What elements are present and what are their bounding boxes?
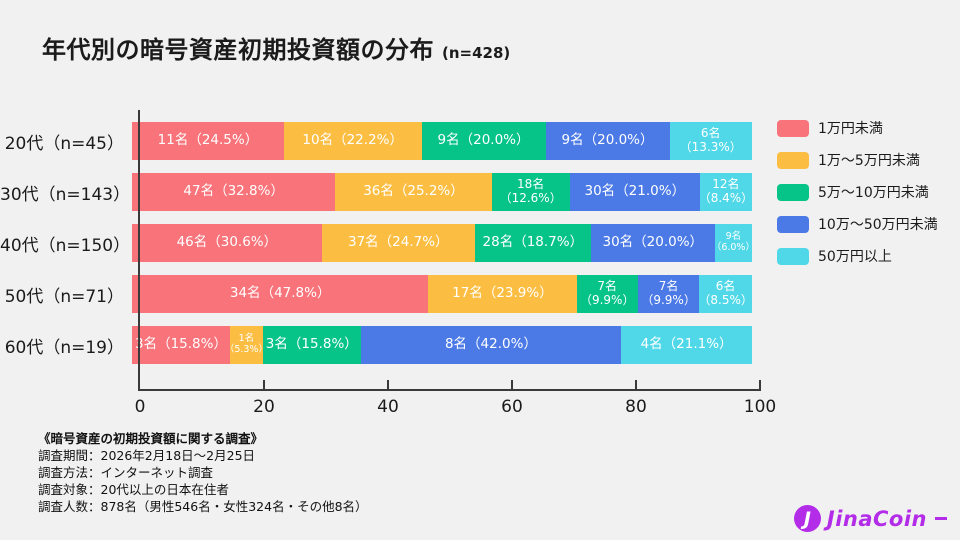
footnote-line: 調査方法：インターネット調査 — [38, 465, 214, 480]
axis-tick — [511, 380, 513, 389]
tick-label: 20 — [253, 397, 275, 417]
legend-label: 10万～50万円未満 — [818, 217, 938, 233]
bar-segment: 17名（23.9%） — [428, 275, 577, 313]
bar-row: 30代（n=143） 47名（32.8%） 36名（25.2%） 18名 （12.6%）… — [0, 173, 760, 211]
axis-tick — [387, 380, 389, 389]
legend-item: 50万円以上 — [777, 246, 938, 266]
bar-segment: 37名（24.7%） — [321, 224, 475, 262]
bar-row: 40代（n=150） 46名（30.6%） 37名（24.7%） 28名（18.7%）… — [0, 224, 760, 262]
bar-segment: 3名（15.8%） — [262, 326, 361, 364]
footnote-line: 《暗号資産の初期投資額に関する調査》 — [38, 431, 264, 446]
bar-segment: 30名（20.0%） — [590, 224, 715, 262]
legend-item: 1万円未満 — [777, 118, 938, 138]
legend-label: 5万～10万円未満 — [818, 185, 929, 201]
legend-swatch — [777, 119, 809, 137]
stacked-bar: 46名（30.6%） 37名（24.7%） 28名（18.7%） 30名（20.0%）… — [132, 224, 752, 262]
stacked-bar: 11名（24.5%） 10名（22.2%） 9名（20.0%） 9名（20.0%） 6名… — [132, 122, 752, 160]
bar-segment: 7名 （9.9%） — [576, 275, 638, 313]
legend-swatch — [777, 247, 809, 265]
tick-label: 80 — [625, 397, 647, 417]
bar-segment: 12名 （8.4%） — [699, 173, 752, 211]
legend-label: 1万～5万円未満 — [818, 153, 920, 169]
bar-segment: 18名 （12.6%） — [491, 173, 570, 211]
chart-title: 年代別の暗号資産初期投資額の分布 — [42, 36, 434, 64]
bar-segment: 47名（32.8%） — [132, 173, 336, 211]
row-label: 30代（n=143） — [0, 184, 131, 205]
bar-segment: 9名（20.0%） — [545, 122, 670, 160]
bar-segment: 1名（5.3%） — [229, 326, 263, 364]
row-label: 20代（n=45） — [4, 133, 124, 154]
legend-label: 50万円以上 — [818, 249, 892, 265]
logo-text: JinaCoin — [826, 506, 927, 531]
tick-label: 60 — [501, 397, 523, 417]
bar-segment: 30名（21.0%） — [569, 173, 700, 211]
bar-row: 20代（n=45） 11名（24.5%） 10名（22.2%） 9名（20.0%） 9名… — [0, 122, 760, 160]
logo-underline-tail — [935, 517, 947, 520]
bar-segment: 6名 （8.5%） — [699, 275, 752, 313]
stacked-bar: 47名（32.8%） 36名（25.2%） 18名 （12.6%） 30名（21.0%）… — [132, 173, 752, 211]
legend-item: 5万～10万円未満 — [777, 182, 938, 202]
bar-segment: 9名（6.0%） — [714, 224, 752, 262]
bar-segment: 11名（24.5%） — [132, 122, 284, 160]
axis-tick — [635, 380, 637, 389]
bar-segment: 34名（47.8%） — [132, 275, 429, 313]
stacked-bar: 34名（47.8%） 17名（23.9%） 7名 （9.9%） 7名 （9.9%） 6名 （8… — [132, 275, 752, 313]
coin-logo-icon: J — [793, 505, 821, 532]
legend-item: 1万～5万円未満 — [777, 150, 938, 170]
bar-segment: 36名（25.2%） — [335, 173, 492, 211]
legend: 1万円未満 1万～5万円未満 5万～10万円未満 10万～50万円未満 50万円以上 — [777, 118, 938, 278]
survey-footnote: 《暗号資産の初期投資額に関する調査》 調査期間：2026年2月18日～2月25日調… — [38, 430, 368, 515]
legend-label: 1万円未満 — [818, 121, 883, 137]
legend-swatch — [777, 151, 809, 169]
row-label: 40代（n=150） — [0, 235, 131, 256]
row-label: 60代（n=19） — [4, 337, 124, 358]
tick-label: 0 — [134, 397, 146, 417]
bar-segment: 6名 （13.3%） — [669, 122, 752, 160]
stacked-bar: 3名（15.8%）1名（5.3%）3名（15.8%）8名（42.0%）4名（21… — [132, 326, 752, 364]
bar-segment: 4名（21.1%） — [621, 326, 752, 364]
bar-segment: 10名（22.2%） — [283, 122, 422, 160]
tick-label: 100 — [743, 397, 777, 417]
footnote-line: 調査対象：20代以上の日本在住者 — [38, 482, 229, 497]
legend-swatch — [777, 183, 809, 201]
tick-label: 40 — [377, 397, 399, 417]
sample-size-label: (n=428) — [442, 44, 511, 62]
x-axis: 0 20 40 60 80 100 — [135, 110, 776, 417]
page-title: 年代別の暗号資産初期投資額の分布 (n=428) — [42, 30, 510, 65]
jinacoin-logo: J JinaCoin — [793, 505, 947, 532]
axis-tick — [759, 380, 761, 389]
bar-segment: 8名（42.0%） — [360, 326, 622, 364]
legend-item: 10万～50万円未満 — [777, 214, 938, 234]
y-axis-line — [138, 110, 140, 391]
bar-row: 50代（n=71） 34名（47.8%） 17名（23.9%） 7名 （9.9%） 7名（… — [0, 275, 760, 313]
bar-segment: 28名（18.7%） — [474, 224, 591, 262]
bar-segment: 46名（30.6%） — [132, 224, 322, 262]
chart-area: 20代（n=45） 11名（24.5%） 10名（22.2%） 9名（20.0%） 9名… — [0, 110, 760, 377]
axis-tick — [263, 380, 265, 389]
bar-row: 60代（n=19）3名（15.8%）1名（5.3%）3名（15.8%）8名（42… — [0, 326, 760, 364]
x-axis-line — [138, 389, 761, 391]
bar-segment: 9名（20.0%） — [421, 122, 546, 160]
bar-segment: 7名 （9.9%） — [637, 275, 700, 313]
legend-swatch — [777, 215, 809, 233]
footnote-line: 調査期間：2026年2月18日～2月25日 — [38, 448, 256, 463]
bar-segment: 3名（15.8%） — [132, 326, 230, 364]
footnote-line: 調査人数：878名（男性546名・女性324名・その他8名） — [38, 499, 368, 514]
row-label: 50代（n=71） — [4, 286, 124, 307]
